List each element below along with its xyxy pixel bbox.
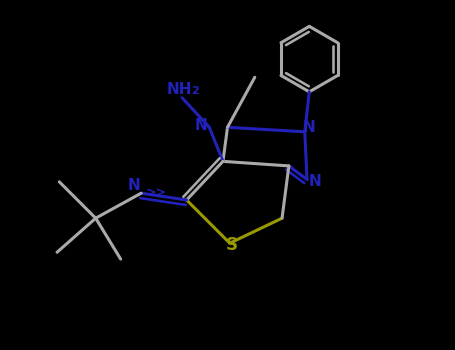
Text: NH: NH	[167, 82, 192, 97]
Text: >>: >>	[146, 187, 167, 200]
Text: N: N	[309, 174, 322, 189]
Text: S: S	[226, 237, 238, 254]
Text: 2: 2	[191, 86, 199, 96]
Text: N: N	[303, 120, 316, 135]
Text: N: N	[128, 177, 141, 192]
Text: N: N	[195, 118, 207, 133]
